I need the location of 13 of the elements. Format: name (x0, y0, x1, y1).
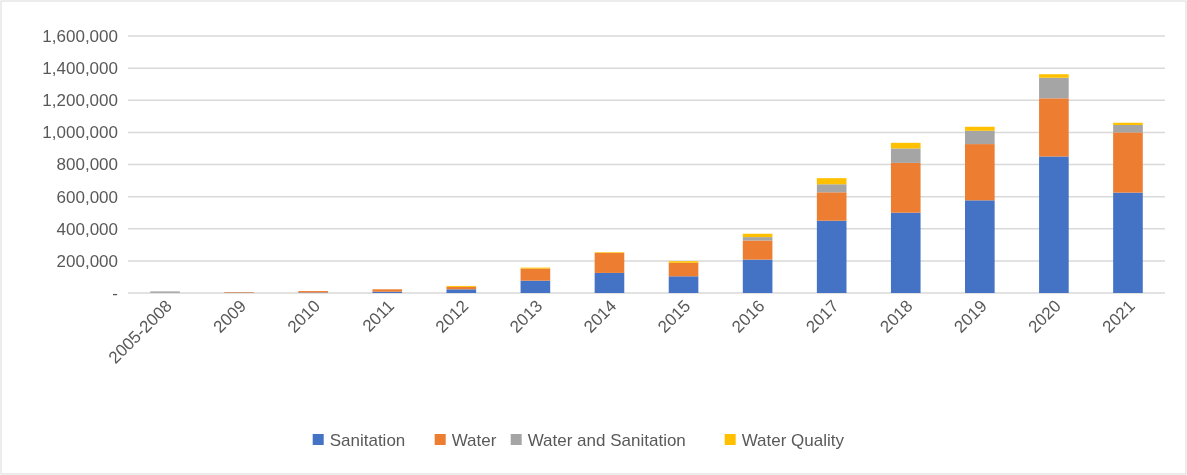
y-tick-label: 200,000 (56, 251, 118, 271)
legend-label: Sanitation (329, 430, 406, 450)
y-tick-label: 600,000 (56, 187, 118, 207)
y-tick-label: 1,400,000 (42, 59, 118, 79)
y-tick-label: - (112, 283, 118, 303)
legend-label: Water Quality (741, 430, 845, 450)
legend-label: Water and Sanitation (527, 430, 686, 450)
y-tick-label: 800,000 (56, 155, 118, 175)
legend-label: Water (451, 430, 497, 450)
y-tick-label: 400,000 (56, 219, 118, 239)
y-tick-label: 1,600,000 (42, 26, 118, 46)
y-tick-label: 1,200,000 (42, 91, 118, 111)
y-tick-label: 1,000,000 (42, 123, 118, 143)
